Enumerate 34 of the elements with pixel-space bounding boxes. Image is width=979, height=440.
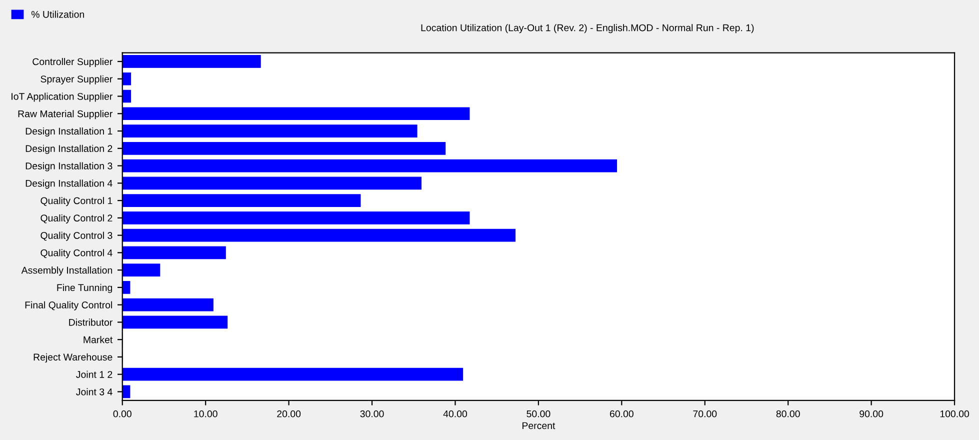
y-tick-label: Assembly Installation: [21, 266, 112, 276]
y-tick-label: Quality Control 2: [40, 214, 112, 224]
legend-label: % Utilization: [31, 10, 84, 18]
x-tick-label: 20.00: [277, 410, 301, 418]
x-tick-label: 40.00: [443, 410, 468, 418]
y-tick-label: Quality Control 4: [40, 249, 112, 258]
y-tick-label: Quality Control 3: [40, 232, 112, 241]
x-tick-label: 80.00: [776, 410, 800, 418]
y-tick-label: Design Installation 4: [26, 180, 112, 189]
y-tick-label: Raw Material Supplier: [18, 110, 112, 120]
y-tick-label: Controller Supplier: [32, 58, 112, 68]
x-tick-label: 90.00: [860, 410, 884, 418]
x-tick-label: 60.00: [610, 410, 634, 418]
y-tick-label: Fine Tunning: [57, 284, 112, 293]
x-tick-label: 10.00: [194, 410, 218, 418]
y-tick-label: Design Installation 2: [26, 144, 112, 154]
x-tick-label: 70.00: [693, 410, 717, 418]
y-tick-label: Final Quality Control: [25, 301, 112, 310]
y-tick-label: IoT Application Supplier: [12, 92, 112, 102]
x-tick-label: 50.00: [526, 410, 550, 418]
x-tick-label: 0.00: [113, 410, 132, 418]
y-tick-label: Joint 3 4: [76, 388, 112, 396]
y-tick-label: Design Installation 1: [26, 127, 112, 137]
y-tick-label: Joint 1 2: [76, 370, 112, 378]
y-tick-label: Design Installation 3: [26, 162, 112, 172]
x-tick-label: 100.00: [940, 410, 970, 418]
y-tick-label: Quality Control 1: [40, 197, 112, 206]
y-tick-label: Sprayer Supplier: [40, 75, 112, 84]
y-tick-label: Distributor: [69, 318, 112, 326]
y-tick-label: Reject Warehouse: [34, 353, 112, 362]
chart-title: Location Utilization (Lay-Out 1 (Rev. 2) - English.MOD - Normal Run - Rep. 1): [421, 24, 754, 34]
x-tick-label: 30.00: [360, 410, 384, 418]
y-tick-label: Market: [84, 336, 113, 344]
x-axis-title: Percent: [522, 422, 556, 430]
